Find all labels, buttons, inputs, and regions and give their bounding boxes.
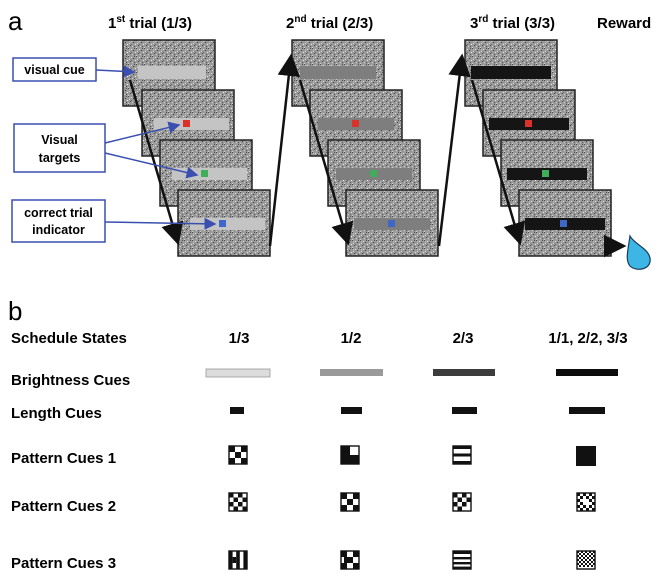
down-arrow-2	[298, 79, 354, 246]
pattern-2-cue-2-3	[452, 492, 472, 512]
target-green	[201, 170, 208, 177]
length-cue-full	[569, 407, 605, 414]
pattern-cues-3	[228, 550, 596, 570]
visual-cue-bar	[138, 66, 206, 79]
pattern-1-cue-1-3	[228, 445, 248, 465]
target-blue	[560, 220, 567, 227]
pattern-2-cue-full	[576, 492, 596, 512]
target-green	[370, 170, 377, 177]
callout-label: indicator	[32, 223, 85, 237]
pattern-cues-1	[228, 445, 596, 466]
col-header-1-2: 1/2	[341, 330, 362, 347]
callout-arrow	[95, 65, 136, 78]
pattern-3-cue-1-2	[340, 550, 360, 570]
trial-3-header: 3rd trial (3/3)	[470, 14, 555, 32]
callout-visual-cue: visual cue	[12, 57, 136, 82]
up-arrow-1	[268, 53, 300, 247]
callout-box	[12, 57, 97, 82]
callout-arrow	[104, 217, 217, 230]
row-length-cues: Length Cues	[11, 405, 102, 422]
trial-1-screens	[122, 39, 271, 257]
flow-arrows	[128, 53, 627, 258]
callout-label: correct trial	[24, 206, 93, 220]
trial-2-header: 2nd trial (2/3)	[286, 14, 373, 32]
row-brightness-cues: Brightness Cues	[11, 372, 130, 389]
col-header-full: 1/1, 2/2, 3/3	[548, 330, 627, 347]
cue-bar	[172, 168, 247, 180]
visual-cue-bar	[471, 66, 551, 79]
callout-arrow	[104, 121, 181, 144]
brightness-cue-1-2	[320, 369, 383, 376]
target-blue	[219, 220, 226, 227]
up-arrow-2	[437, 53, 471, 247]
reward-header: Reward	[597, 15, 651, 32]
brightness-cue-full	[556, 369, 618, 376]
callout-label: targets	[39, 151, 81, 165]
target-green	[542, 170, 549, 177]
target-red	[352, 120, 359, 127]
schedule-states-label: Schedule States	[11, 330, 127, 347]
brightness-cues	[205, 368, 618, 378]
water-drop-icon	[626, 234, 651, 270]
callout-correct-trial: correct trial indicator	[11, 199, 217, 243]
length-cue-1-3	[230, 407, 244, 414]
pattern-3-cue-2-3	[452, 550, 472, 570]
brightness-cue-1-3	[205, 368, 271, 378]
row-pattern-cues-3: Pattern Cues 3	[11, 555, 116, 572]
pattern-3-cue-full	[576, 550, 596, 570]
col-header-2-3: 2/3	[453, 330, 474, 347]
trial-2-screens	[291, 39, 439, 257]
pattern-3-cue-1-3	[228, 550, 248, 570]
target-red	[183, 120, 190, 127]
panel-b-letter: b	[8, 296, 22, 326]
callout-box	[11, 199, 106, 243]
pattern-cues-2	[228, 492, 596, 512]
length-cue-2-3	[452, 407, 477, 414]
callout-box	[13, 123, 106, 173]
length-cue-1-2	[341, 407, 362, 414]
pattern-1-cue-1-2	[340, 445, 360, 465]
down-arrow-1	[128, 79, 184, 246]
brightness-cue-2-3	[433, 369, 495, 376]
callout-arrow	[104, 152, 199, 179]
callout-visual-targets: Visual targets	[13, 121, 199, 179]
length-cues	[230, 407, 605, 414]
pattern-1-cue-full	[576, 446, 596, 466]
down-arrow-3	[470, 79, 526, 246]
row-pattern-cues-2: Pattern Cues 2	[11, 498, 116, 515]
visual-cue-bar	[300, 66, 376, 79]
callout-label: visual cue	[24, 63, 84, 77]
row-pattern-cues-1: Pattern Cues 1	[11, 450, 116, 467]
panel-a-letter: a	[8, 6, 23, 36]
target-red	[525, 120, 532, 127]
trial-1-header: 1st trial (1/3)	[108, 14, 192, 32]
pattern-2-cue-1-3	[228, 492, 248, 512]
target-blue	[388, 220, 395, 227]
col-header-1-3: 1/3	[229, 330, 250, 347]
trial-3-screens	[464, 39, 612, 257]
pattern-2-cue-1-2	[340, 492, 360, 512]
callout-label: Visual	[41, 133, 78, 147]
pattern-1-cue-2-3	[452, 445, 472, 465]
